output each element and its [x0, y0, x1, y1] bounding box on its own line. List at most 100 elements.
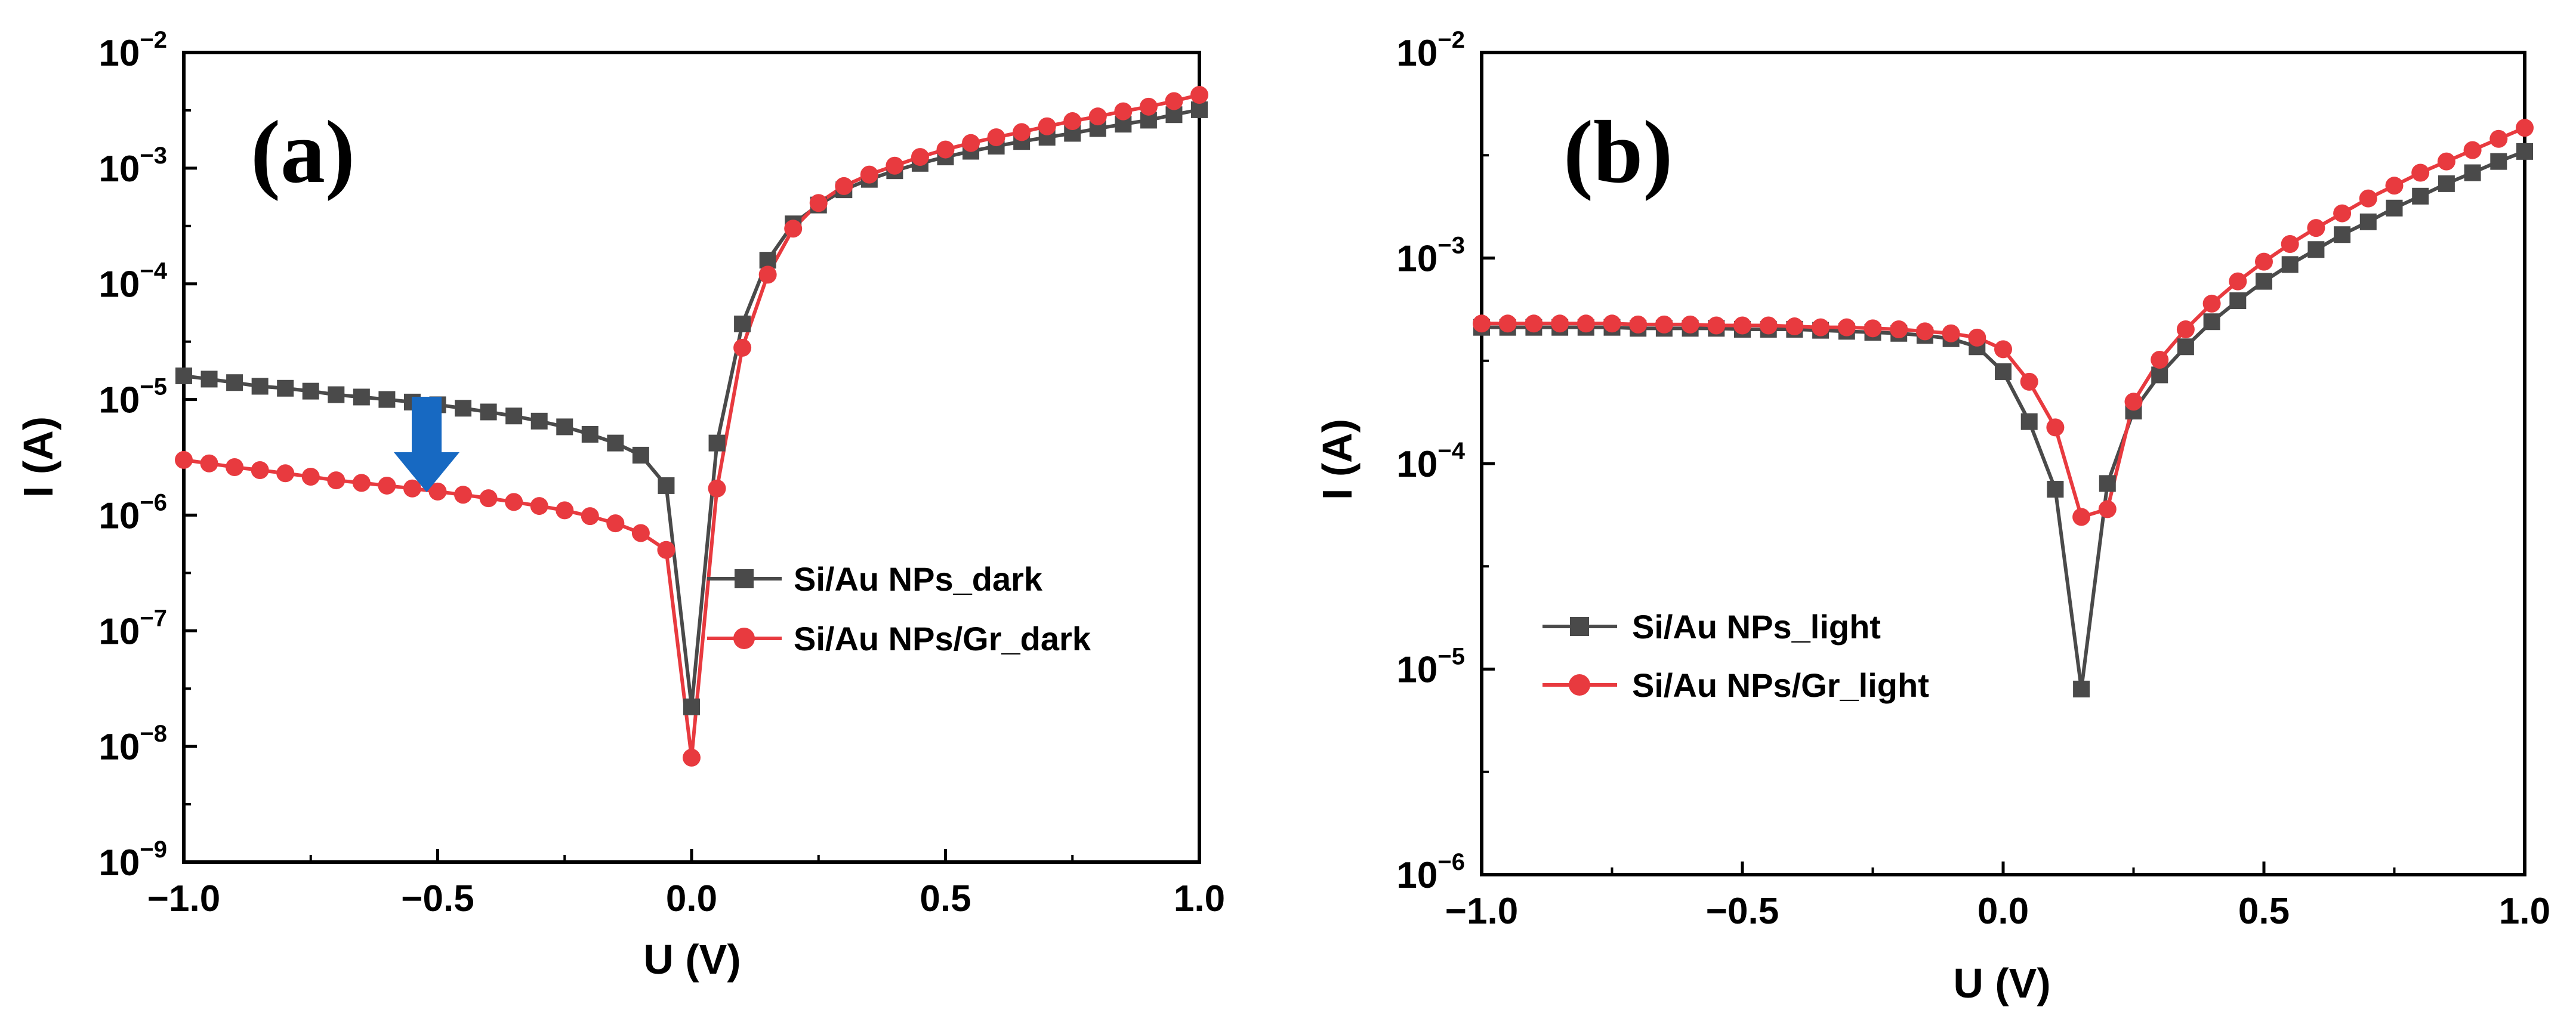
- data-point-square: [2516, 143, 2533, 160]
- data-point-circle: [352, 474, 371, 492]
- data-point-circle: [683, 748, 701, 767]
- data-point-circle: [2229, 272, 2247, 291]
- data-point-square: [328, 386, 345, 403]
- legend-label-dark: Si/Au NPs_dark: [794, 560, 1043, 598]
- data-point-circle: [1088, 107, 1107, 126]
- data-point-square: [2047, 481, 2064, 498]
- data-point-circle: [631, 524, 650, 542]
- data-point-circle: [2202, 294, 2221, 313]
- data-point-circle: [2046, 418, 2065, 437]
- data-point-square: [2359, 213, 2377, 230]
- data-point-square: [2438, 175, 2455, 192]
- data-point-circle: [1915, 322, 1934, 341]
- ticks-a: −1.0 −0.5 0.0 0.5 1.0 10−9 10−8 10−7 10−6 10−5 10−…: [98, 27, 1225, 919]
- x-tick-label: 1.0: [1174, 878, 1225, 919]
- legend-b: Si/Au NPs_light Si/Au NPs/Gr_light: [1542, 608, 1929, 704]
- x-axis-title-a: U (V): [643, 936, 741, 983]
- x-tick-label: 0.5: [920, 878, 971, 919]
- data-point-square: [2203, 313, 2220, 331]
- data-point-square: [175, 368, 192, 385]
- data-point-circle: [1525, 314, 1543, 333]
- data-point-square: [2307, 241, 2325, 258]
- data-point-circle: [2124, 393, 2143, 411]
- data-point-circle: [2359, 189, 2377, 208]
- arrow-head: [394, 452, 459, 492]
- arrow-annotation-a: [394, 397, 459, 492]
- x-tick-label: 0.0: [1977, 891, 2029, 932]
- data-point-circle: [327, 471, 345, 490]
- data-point-square: [2099, 475, 2116, 492]
- panel-a: (a) U (V) I (A) −1.0 −0.5 0.0 0.5 1.0 10−9 10−…: [15, 27, 1225, 983]
- y-axis-title-a: I (A): [15, 416, 61, 498]
- data-point-circle: [2151, 350, 2169, 369]
- legend-item: Si/Au NPs_dark: [707, 560, 1043, 598]
- data-point-circle: [784, 220, 803, 238]
- data-point-circle: [1812, 318, 1830, 336]
- data-point-square: [2490, 153, 2507, 170]
- data-point-square: [683, 698, 700, 715]
- data-point-circle: [1629, 315, 1648, 334]
- data-point-circle: [987, 128, 1005, 147]
- data-point-circle: [1681, 315, 1699, 334]
- y-tick-label: 10−5: [98, 374, 167, 421]
- data-point-circle: [2020, 372, 2038, 391]
- y-tick-label: 10−6: [98, 489, 167, 536]
- legend-item: Si/Au NPs/Gr_dark: [707, 620, 1091, 657]
- data-point-circle: [301, 467, 320, 486]
- data-point-circle: [2072, 508, 2091, 526]
- legend-label-light: Si/Au NPs_light: [1632, 608, 1881, 646]
- data-point-square: [353, 388, 370, 406]
- data-point-square: [2073, 680, 2090, 697]
- y-tick-label: 10−4: [1396, 438, 1465, 485]
- data-point-circle: [936, 140, 955, 159]
- data-point-square: [226, 374, 243, 391]
- legend-a: Si/Au NPs_dark Si/Au NPs/Gr_dark: [707, 560, 1091, 657]
- data-point-circle: [657, 541, 675, 559]
- data-point-circle: [1785, 317, 1804, 336]
- data-point-circle: [1759, 316, 1778, 335]
- legend-marker-circle: [733, 628, 755, 649]
- data-point-square: [2464, 164, 2481, 181]
- data-point-square: [277, 379, 294, 397]
- data-point-circle: [454, 486, 473, 504]
- data-point-square: [632, 446, 649, 464]
- data-point-circle: [733, 338, 752, 357]
- data-point-square: [1995, 363, 2012, 380]
- data-point-circle: [2098, 500, 2117, 518]
- y-tick-label: 10−7: [98, 605, 167, 652]
- data-point-square: [455, 400, 472, 417]
- data-point-circle: [505, 493, 523, 511]
- data-point-circle: [1063, 112, 1082, 131]
- data-point-circle: [835, 177, 853, 195]
- data-point-circle: [479, 489, 498, 508]
- x-tick-label: 1.0: [2499, 891, 2550, 932]
- data-point-circle: [809, 194, 828, 212]
- data-point-circle: [1473, 314, 1491, 333]
- data-point-circle: [606, 514, 625, 533]
- data-point-circle: [708, 479, 726, 498]
- series-markers-b: [1473, 119, 2534, 697]
- data-point-circle: [2307, 219, 2325, 237]
- data-point-circle: [175, 450, 193, 469]
- data-point-circle: [2255, 252, 2273, 271]
- data-point-square: [530, 412, 548, 430]
- y-tick-label: 10−3: [1396, 233, 1465, 280]
- data-point-circle: [2281, 235, 2299, 254]
- data-point-circle: [403, 479, 421, 498]
- data-point-square: [2177, 338, 2194, 356]
- data-point-square: [2020, 413, 2038, 430]
- data-point-circle: [886, 156, 904, 175]
- panel-b: (b) U (V) I (A) −1.0 −0.5 0.0 0.5 1.0 10−6 10−…: [1314, 27, 2550, 1006]
- data-point-circle: [276, 464, 295, 483]
- data-point-square: [2334, 226, 2351, 243]
- y-tick-label: 10−2: [98, 27, 167, 74]
- legend-marker-square: [735, 569, 754, 588]
- data-point-circle: [1190, 86, 1208, 104]
- x-tick-label: 0.0: [666, 878, 717, 919]
- legend-label-gr: Si/Au NPs/Gr_dark: [794, 620, 1091, 657]
- data-point-circle: [2437, 152, 2455, 171]
- data-point-circle: [378, 476, 396, 495]
- data-point-circle: [1498, 314, 1517, 333]
- data-point-square: [708, 434, 726, 452]
